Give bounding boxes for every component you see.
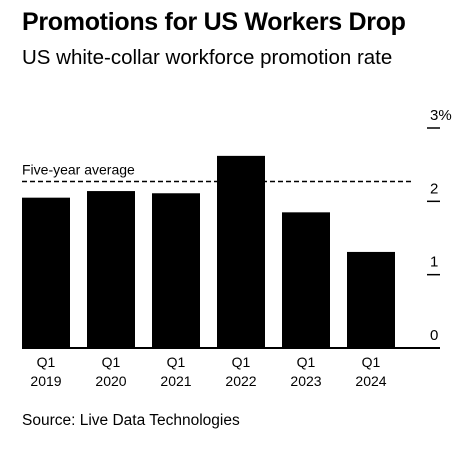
x-tick-label: Q1 xyxy=(102,354,121,370)
bar xyxy=(152,193,200,348)
x-tick-label: Q1 xyxy=(297,354,316,370)
chart-title: Promotions for US Workers Drop xyxy=(22,8,406,36)
x-tick-label: 2020 xyxy=(95,373,126,389)
bar xyxy=(87,191,135,348)
bar xyxy=(347,251,395,348)
x-tick-label: Q1 xyxy=(362,354,381,370)
source-note: Source: Live Data Technologies xyxy=(22,412,240,429)
x-tick-label: 2021 xyxy=(160,373,191,389)
average-label: Five-year average xyxy=(22,162,135,178)
y-tick-label: 1 xyxy=(430,254,438,271)
bar xyxy=(282,212,330,348)
y-tick-label: 2 xyxy=(430,180,438,197)
bar xyxy=(217,155,265,348)
bar xyxy=(22,197,70,348)
y-tick-label: 0 xyxy=(430,327,438,344)
x-tick-label: Q1 xyxy=(167,354,186,370)
x-tick-label: 2024 xyxy=(355,373,386,389)
y-tick-label: 3% xyxy=(430,107,452,124)
chart-subtitle: US white-collar workforce promotion rate xyxy=(22,46,393,69)
x-tick-label: 2019 xyxy=(30,373,61,389)
x-tick-label: 2023 xyxy=(290,373,321,389)
x-tick-label: 2022 xyxy=(225,373,256,389)
x-tick-label: Q1 xyxy=(37,354,56,370)
x-tick-label: Q1 xyxy=(232,354,251,370)
